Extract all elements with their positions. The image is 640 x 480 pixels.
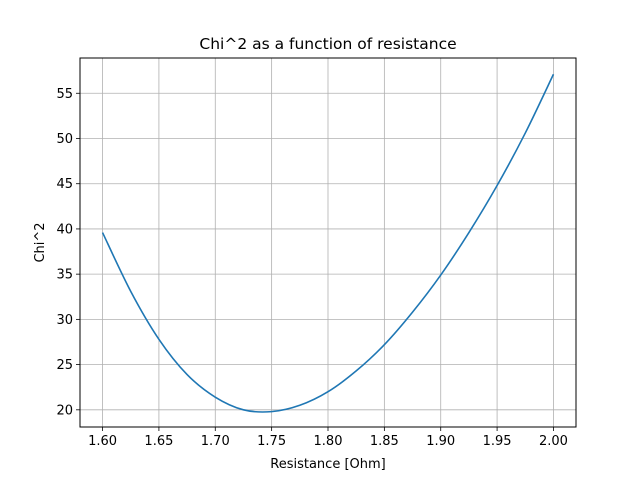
x-axis-ticks: 1.60 1.65 1.70 1.75 1.80 1.85 1.90 1.95 2.00 (88, 427, 568, 449)
x-tick-label: 1.80 (314, 434, 343, 449)
x-axis-label: Resistance [Ohm] (270, 457, 385, 472)
y-axis-ticks: 20 25 30 35 40 45 50 55 (56, 87, 80, 418)
y-tick-label: 40 (56, 222, 73, 237)
y-tick-label: 50 (56, 132, 73, 147)
chart-title: Chi^2 as a function of resistance (199, 35, 456, 53)
y-tick-label: 35 (56, 268, 73, 283)
series-line (101, 73, 555, 413)
y-tick-label: 45 (56, 177, 73, 192)
x-tick-label: 2.00 (539, 434, 568, 449)
y-axis-label: Chi^2 (33, 222, 48, 262)
x-tick-label: 1.65 (144, 434, 173, 449)
y-tick-label: 55 (56, 87, 73, 102)
x-tick-label: 1.75 (257, 434, 286, 449)
grid (80, 58, 576, 427)
y-tick-label: 30 (56, 313, 73, 328)
x-tick-label: 1.85 (370, 434, 399, 449)
x-tick-label: 1.70 (201, 434, 230, 449)
x-tick-label: 1.90 (426, 434, 455, 449)
y-tick-label: 20 (56, 403, 73, 418)
x-tick-label: 1.60 (88, 434, 117, 449)
x-tick-label: 1.95 (483, 434, 512, 449)
y-tick-label: 25 (56, 358, 73, 373)
series-layer (101, 73, 555, 413)
